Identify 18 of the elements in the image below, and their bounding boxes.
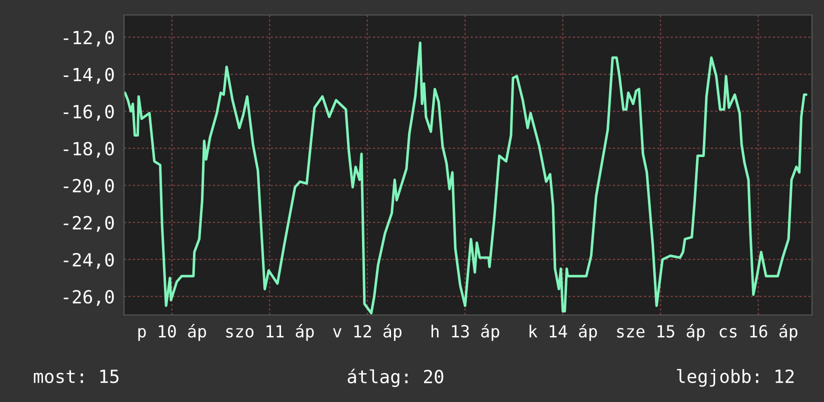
- y-tick-label: -26,0: [64, 290, 114, 306]
- y-tick-label: -22,0: [64, 216, 114, 232]
- y-tick-label: -12,0: [64, 30, 114, 47]
- text: átlag: 20: [348, 368, 444, 388]
- text: most: 15: [34, 370, 118, 384]
- y-tick-label: -20,0: [64, 178, 114, 195]
- text: legjobb: 12: [677, 369, 794, 387]
- x-tick-label: szo 11 áp: [226, 324, 314, 341]
- y-tick-label: -16,0: [64, 104, 114, 121]
- x-tick-label: k 14 áp: [530, 324, 597, 341]
- y-tick-label: -18,0: [64, 142, 114, 158]
- x-tick-label: h 13 áp: [432, 324, 500, 341]
- x-tick-label: cs 16 áp: [720, 324, 798, 341]
- y-tick-label: -24,0: [64, 252, 114, 269]
- x-tick-label: p 10 áp: [138, 324, 206, 341]
- x-tick-label: sze 15 áp: [617, 324, 705, 341]
- y-tick-label: -14,0: [64, 68, 114, 84]
- x-tick-label: v 12 áp: [333, 324, 402, 341]
